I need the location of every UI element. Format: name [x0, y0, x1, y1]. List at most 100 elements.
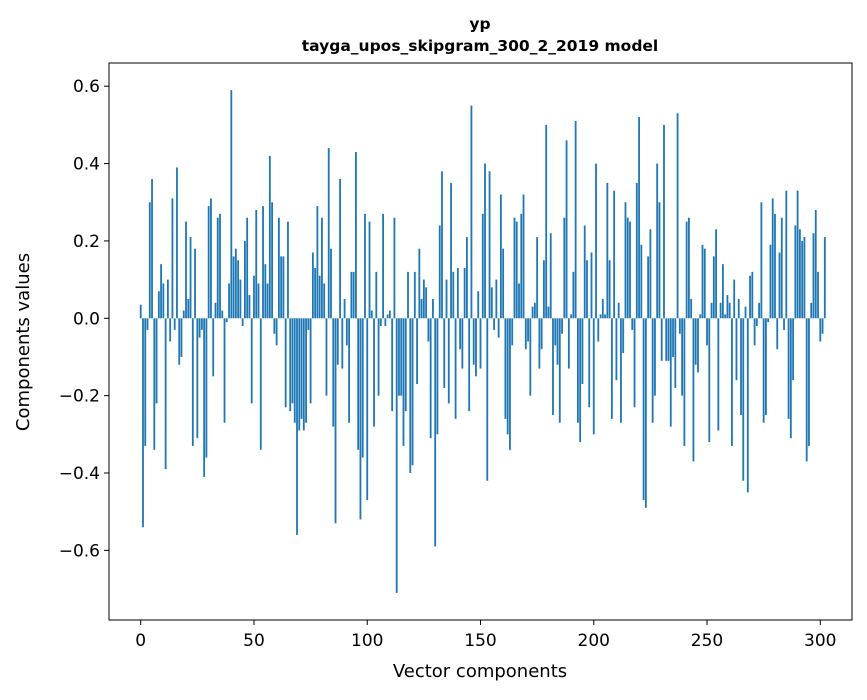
bar: [357, 318, 360, 450]
bar: [277, 217, 280, 319]
bar: [481, 213, 484, 319]
bar: [246, 217, 249, 319]
bar: [708, 318, 711, 443]
bar: [216, 217, 219, 319]
bar: [142, 318, 144, 528]
bar: [239, 279, 242, 319]
bars: [139, 90, 826, 593]
bar: [366, 318, 369, 501]
y-tick-label: −0.6: [59, 541, 100, 561]
bar: [740, 318, 742, 415]
bar: [608, 260, 611, 319]
bar: [552, 318, 554, 415]
bar: [427, 318, 430, 342]
bar: [642, 318, 645, 501]
bar: [663, 124, 665, 319]
bar: [692, 318, 695, 462]
bar: [456, 268, 459, 319]
bar: [178, 318, 181, 365]
bar: [610, 318, 613, 419]
bar: [620, 318, 622, 423]
bar: [445, 279, 448, 319]
y-tick-label: −0.2: [59, 387, 100, 407]
bar: [191, 318, 194, 446]
bar: [250, 318, 253, 404]
bar: [814, 209, 817, 319]
bar: [182, 310, 185, 319]
bar: [515, 221, 518, 319]
bar: [359, 318, 362, 520]
bar: [812, 233, 815, 319]
bar: [296, 318, 298, 535]
bar: [823, 237, 826, 319]
bar: [742, 318, 745, 481]
bar: [617, 302, 620, 319]
bar: [454, 318, 457, 419]
bar: [599, 314, 602, 319]
bar: [289, 318, 292, 412]
bar: [613, 190, 616, 319]
bar: [470, 105, 473, 319]
bar: [232, 256, 235, 319]
x-tick-label: 250: [691, 631, 723, 651]
bar: [339, 179, 341, 319]
bar: [697, 318, 699, 373]
bar: [311, 252, 314, 319]
bar: [792, 318, 795, 381]
bar: [203, 318, 206, 477]
bar: [805, 318, 808, 462]
bar: [237, 260, 240, 319]
bar: [706, 318, 708, 346]
bar: [554, 318, 557, 346]
bar: [212, 318, 215, 377]
bar: [604, 314, 606, 319]
bar: [549, 233, 552, 319]
bar: [264, 264, 267, 319]
bar: [225, 318, 228, 323]
bar: [280, 256, 283, 319]
bar: [547, 306, 550, 319]
bar: [352, 271, 355, 319]
bar: [651, 318, 654, 423]
bar: [746, 318, 749, 493]
bar: [719, 302, 722, 319]
bar: [330, 248, 332, 319]
bar: [524, 318, 527, 350]
bar: [200, 318, 203, 330]
bar: [223, 318, 226, 423]
bar: [644, 318, 647, 508]
bar: [305, 318, 307, 423]
bar: [749, 275, 751, 319]
bar: [466, 237, 468, 319]
y-axis-label: Components values: [13, 253, 34, 431]
bar: [771, 198, 774, 319]
bar: [518, 283, 520, 319]
bar: [309, 318, 312, 404]
bar: [171, 198, 174, 319]
bar: [810, 302, 813, 319]
bar: [287, 221, 289, 319]
bar: [565, 140, 568, 319]
bar: [760, 202, 763, 319]
bar: [819, 318, 822, 342]
bar: [765, 318, 767, 415]
bar: [364, 213, 366, 319]
bar: [259, 318, 262, 450]
bar: [144, 318, 147, 446]
bar: [583, 225, 586, 319]
bar: [774, 213, 776, 319]
bar: [432, 298, 434, 319]
bar: [205, 318, 208, 458]
bar: [789, 318, 792, 439]
bar: [323, 283, 326, 319]
bar: [368, 221, 371, 319]
bar: [531, 306, 534, 319]
chart-subtitle: tayga_upos_skipgram_300_2_2019 model: [302, 37, 659, 55]
bar: [416, 318, 418, 385]
bar: [307, 318, 310, 330]
bar: [490, 287, 493, 319]
x-tick-label: 200: [578, 631, 610, 651]
bar: [214, 302, 217, 319]
bar: [640, 244, 643, 319]
bar: [572, 271, 575, 319]
